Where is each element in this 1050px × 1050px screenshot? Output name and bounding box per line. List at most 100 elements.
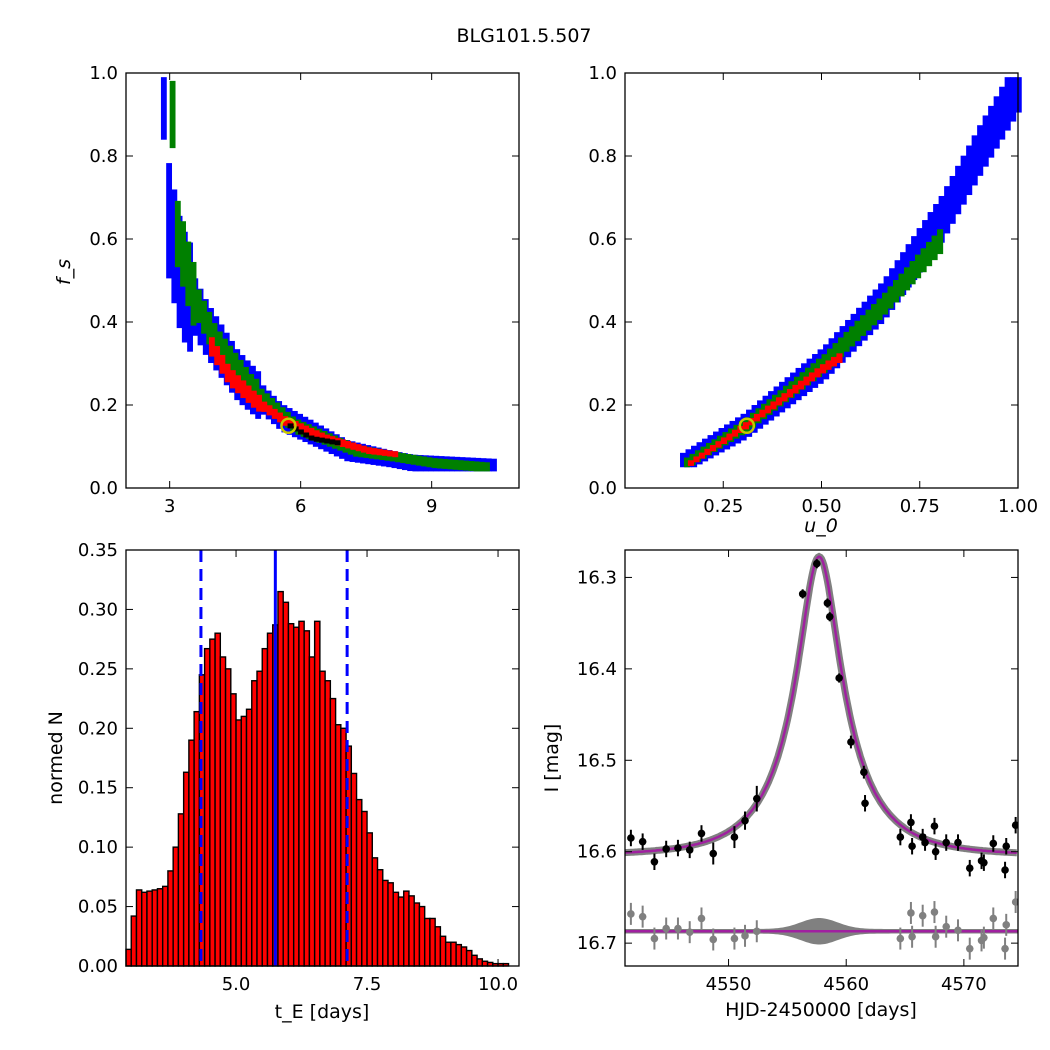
data-point — [823, 599, 832, 607]
data-point — [1011, 821, 1018, 829]
histogram-bar — [240, 715, 248, 967]
residual-point — [942, 922, 951, 931]
tr-region-inner-cell — [786, 389, 794, 398]
tr-region-inner-cell — [731, 429, 738, 437]
data-point — [812, 559, 821, 568]
tr-frame — [624, 72, 1019, 489]
data-point — [697, 829, 706, 838]
tl-region-middle-cell — [400, 453, 407, 464]
histogram-bar — [434, 926, 442, 967]
tr-region-middle-cell — [810, 363, 817, 382]
tr-region-inner-cell — [836, 353, 843, 364]
tr-xtick-label: 1.00 — [998, 496, 1038, 517]
data-point — [860, 768, 868, 776]
tl-region-inner-cell — [319, 432, 325, 441]
tl-region-inner-cell — [256, 394, 262, 412]
histogram-bar — [230, 693, 237, 967]
tr-region-middle-cell — [887, 286, 894, 309]
tl-ytick-label: 0.8 — [89, 146, 118, 167]
tl-region-inner-cell — [355, 444, 362, 452]
histogram-bar — [366, 832, 373, 967]
tl-xtick-label: 9 — [426, 496, 437, 517]
histogram-bar — [324, 680, 332, 967]
tr-region-outer-cell — [933, 204, 940, 251]
tl-region-core-cell — [324, 438, 331, 444]
bl-xlabel: t_E [days] — [275, 1001, 370, 1023]
br-xtick-label: 4550 — [706, 974, 752, 995]
tl-region-inner-cell — [350, 442, 357, 450]
data-point — [931, 847, 940, 856]
tr-region-inner-cell — [742, 422, 750, 430]
tr-region-inner-cell — [715, 441, 722, 448]
tr-xtick-label: 0.25 — [703, 496, 743, 517]
tl-region-inner-cell — [271, 408, 278, 419]
residual-point — [662, 924, 670, 933]
histogram-bar — [340, 727, 347, 967]
histogram-bar — [141, 891, 148, 967]
histogram-bar — [245, 708, 253, 967]
tl-region-inner-cell — [381, 449, 388, 456]
histogram-bar — [130, 915, 138, 967]
tr-region-outer-cell — [999, 86, 1006, 140]
tl-region-middle-cell — [169, 80, 176, 149]
br-xtick-label: 4560 — [823, 974, 869, 995]
tr-region-inner-cell — [825, 360, 832, 370]
tl-region-middle-cell — [457, 460, 464, 471]
tl-region-middle-cell — [410, 454, 417, 465]
histogram-bar — [418, 905, 426, 967]
data-point — [741, 816, 749, 825]
tl-ytick-label: 0.4 — [89, 312, 118, 333]
histogram-bar — [334, 724, 342, 967]
residual-point — [1002, 921, 1011, 929]
br-ytick-label: 16.3 — [577, 567, 617, 588]
histogram-bar — [387, 882, 394, 967]
tl-region-middle-cell — [232, 352, 239, 383]
histogram-bar — [429, 917, 436, 967]
residual-point — [908, 932, 916, 941]
br-xtick-label: 4570 — [941, 974, 987, 995]
tr-region-middle-cell — [871, 304, 878, 326]
tr-region-inner-cell — [830, 356, 838, 367]
tr-region-outer-cell — [966, 145, 973, 196]
tr-region-inner-cell — [726, 433, 733, 441]
tr-ytick-label: 0.8 — [588, 146, 617, 167]
residual-point — [1001, 944, 1009, 953]
tl-region-inner-cell — [360, 445, 367, 453]
tl-region-middle-cell — [190, 261, 197, 326]
tr-region-outer-cell — [977, 125, 984, 176]
residual-point — [650, 934, 659, 943]
tl-region-core-cell — [334, 440, 341, 446]
tl-region-outer-cell — [491, 458, 497, 472]
tr-region-outer-cell — [900, 252, 907, 295]
histogram-bar — [161, 885, 169, 967]
tr-region-middle-cell — [931, 235, 938, 261]
tr-region-middle-cell — [893, 280, 900, 303]
tr-region-middle-cell — [683, 457, 691, 468]
data-point — [847, 738, 855, 746]
residual-point — [980, 933, 988, 942]
residual-point — [931, 932, 940, 941]
tr-region-middle-cell — [827, 348, 834, 368]
tl-region-inner-cell — [298, 423, 304, 433]
tr-region-middle-cell — [860, 315, 867, 336]
tl-region-middle-cell — [405, 453, 412, 464]
tr-region-middle-cell — [909, 260, 916, 285]
bl-ytick-label: 0.05 — [78, 897, 118, 918]
panel-tE-histogram: 5.0 7.5 10.0 0.00 0.05 0.10 0.15 0.20 0.25 0.30 0.… — [78, 540, 520, 995]
tl-region-outer-cell — [171, 189, 178, 304]
tl-region-middle-cell — [206, 311, 213, 345]
data-point — [908, 842, 916, 851]
tr-region-inner-cell — [792, 384, 799, 394]
histogram-bar — [408, 895, 415, 967]
data-point — [685, 846, 694, 854]
tr-region-outer-cell — [982, 115, 989, 167]
tl-region-inner-cell — [313, 430, 320, 439]
data-point — [650, 857, 659, 866]
tr-region-outer-cell — [916, 228, 923, 273]
histogram-bar — [376, 869, 384, 967]
tl-region-outer-cell — [176, 215, 183, 329]
tl-region-inner-cell — [308, 427, 315, 437]
histogram-bar — [287, 622, 295, 967]
tr-region-middle-cell — [804, 367, 812, 386]
tl-region-inner-cell — [235, 375, 242, 394]
